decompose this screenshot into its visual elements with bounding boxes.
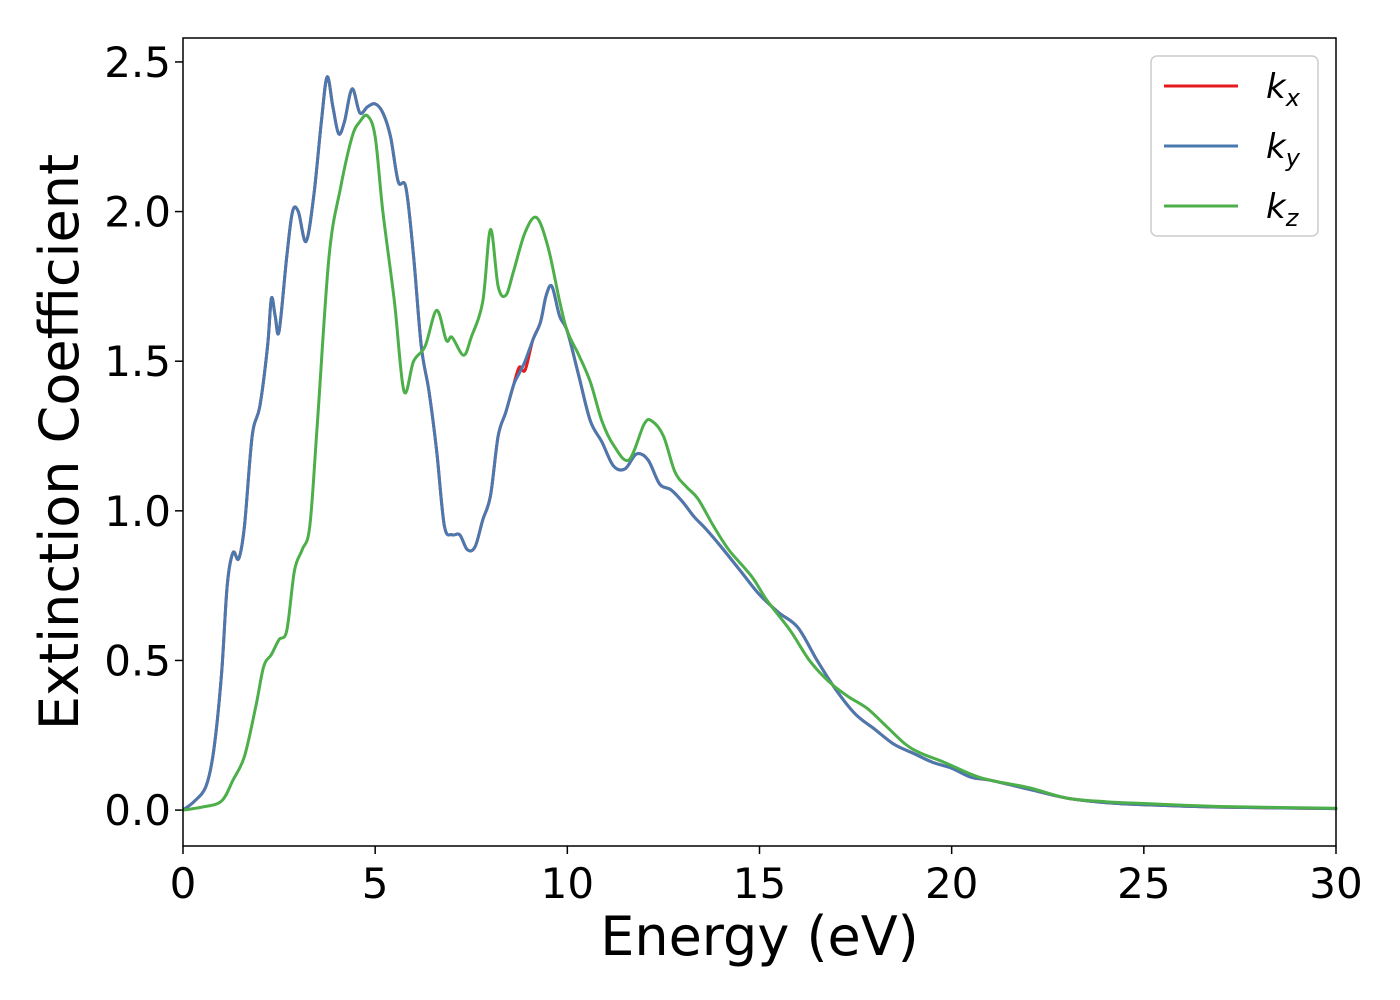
y-tick-label: 2.5: [104, 38, 171, 87]
legend-label-base: k: [1266, 67, 1287, 107]
y-tick-label: 0.5: [104, 636, 171, 685]
x-tick-label: 20: [925, 859, 978, 908]
x-axis-title: Energy (eV): [600, 905, 919, 968]
x-tick-label: 0: [170, 859, 197, 908]
legend-label-subscript: y: [1285, 144, 1301, 172]
ticks-layer: 0 5 10 15 20 25 30 0.0 0.5 1.0 1.5 2.0 2.5: [104, 38, 1363, 908]
x-tick-label: 5: [362, 859, 389, 908]
legend-label-subscript: x: [1285, 84, 1301, 112]
y-tick-label: 1.0: [104, 487, 171, 536]
legend-label-subscript: z: [1285, 204, 1300, 232]
y-tick-label: 1.5: [104, 337, 171, 386]
legend-label-base: k: [1266, 187, 1287, 227]
legend-label-x: kx: [1266, 67, 1301, 112]
y-axis-title: Extinction Coefficient: [28, 154, 91, 730]
x-tick-label: 15: [733, 859, 786, 908]
legend-label-z: kz: [1266, 187, 1300, 232]
y-tick-label: 0.0: [104, 786, 171, 835]
x-tick-label: 25: [1117, 859, 1170, 908]
series-line-z: [181, 113, 1338, 812]
series-layer: [181, 75, 1338, 812]
x-tick-label: 30: [1309, 859, 1362, 908]
legend-label-y: ky: [1266, 127, 1301, 172]
y-tick-label: 2.0: [104, 188, 171, 237]
legend-label-base: k: [1266, 127, 1287, 167]
plot-frame: [182, 37, 1337, 847]
x-tick-label: 10: [541, 859, 594, 908]
